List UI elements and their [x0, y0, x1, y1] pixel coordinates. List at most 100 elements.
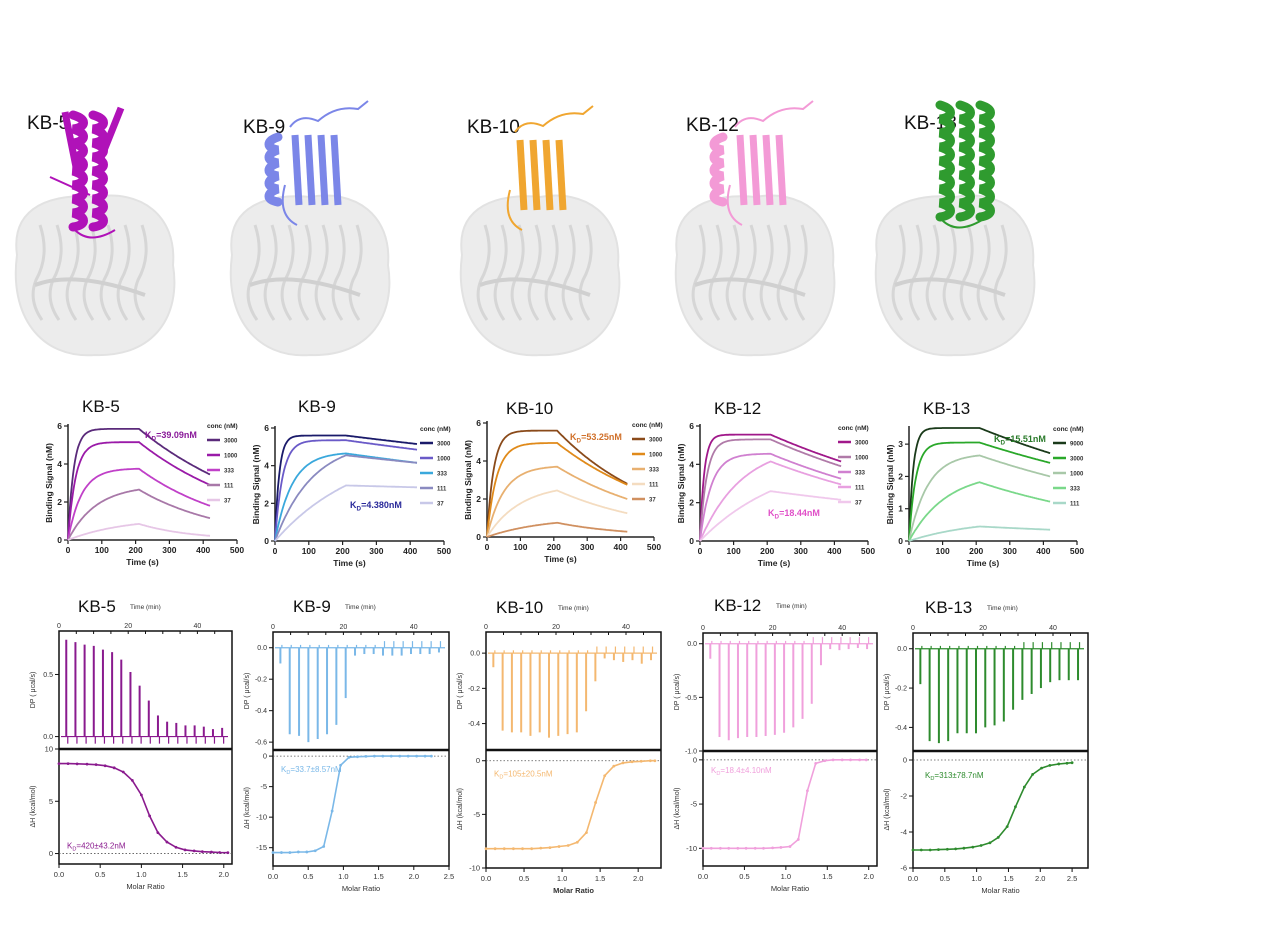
sensorgram-1000 — [908, 454, 1051, 542]
isotherm-point — [937, 848, 940, 852]
isotherm-point — [280, 851, 283, 854]
dp-tick-label: -0.2 — [255, 677, 267, 684]
y-tick-label: 6 — [57, 421, 62, 431]
isotherm-point — [1014, 805, 1017, 809]
isotherm-point — [1070, 761, 1074, 765]
x-tick-label: 500 — [437, 546, 451, 556]
isotherm-point — [183, 848, 187, 852]
isotherm-point — [406, 754, 410, 758]
helix — [88, 110, 108, 232]
dp-axis-label: DP ( μcal/s) — [884, 674, 891, 711]
legend: conc (nM) 3000 1000 333 111 37 — [420, 426, 451, 508]
isotherm-point — [1031, 773, 1035, 776]
isotherm-point — [864, 758, 868, 762]
legend-title: conc (nM) — [1053, 426, 1084, 433]
dh-axis-label: ΔH (kcal/mol) — [674, 787, 681, 829]
isotherm-point — [594, 801, 597, 804]
dp-tick-label: -0.5 — [685, 695, 697, 702]
dp-tick-label: 0.0 — [470, 651, 480, 658]
ratio-tick-label: 0.0 — [268, 872, 278, 881]
bli-chart-kb-13: KB-13 0 100 200 300 400 500 0 1 2 3 Time (s) Binding… — [885, 399, 1084, 568]
isotherm-point — [85, 762, 89, 766]
chart-title: KB-9 — [293, 597, 331, 616]
sensorgram-37 — [274, 484, 417, 542]
y-tick-label: 0 — [264, 536, 269, 546]
beta-strand — [304, 134, 316, 206]
isotherm-point — [121, 770, 125, 774]
time-tick-label: 20 — [340, 624, 348, 631]
legend-label: 9000 — [1070, 442, 1084, 448]
x-tick-label: 0 — [907, 546, 912, 556]
time-tick-label: 40 — [410, 624, 418, 631]
itc-chart-kb-13: KB-13 Time (min) 0 20 40 0.0 -0.2 -0.4 DP ( μcal… — [884, 598, 1089, 895]
x-tick-label: 500 — [1070, 546, 1084, 556]
ratio-tick-label: 0.5 — [940, 874, 950, 883]
x-tick-label: 100 — [513, 542, 527, 552]
binder-cartoon — [935, 100, 995, 229]
isotherm-point — [996, 836, 1000, 839]
isotherm-point — [806, 789, 809, 793]
target-strand — [249, 277, 361, 297]
sensorgram-3000 — [486, 429, 628, 538]
legend-label: 37 — [224, 499, 231, 505]
target-strand — [476, 224, 491, 321]
y-tick-label: 0 — [689, 536, 694, 546]
isotherm-point — [823, 759, 827, 763]
dp-tick-label: 0.5 — [43, 672, 53, 679]
dh-axis-label: ΔH (kcal/mol) — [457, 788, 464, 830]
time-tick-label: 20 — [124, 623, 132, 630]
isotherm-point — [612, 764, 616, 768]
y-axis-label: Binding Signal (nM) — [44, 443, 54, 523]
sensorgram-3000 — [908, 441, 1051, 542]
y-tick-label: 2 — [57, 497, 62, 507]
dp-axis-label: DP ( μcal/s) — [674, 674, 681, 711]
legend-label: 3000 — [855, 441, 869, 447]
dp-tick-label: -0.4 — [255, 708, 267, 715]
isotherm-point — [356, 755, 359, 759]
sensorgram-37 — [486, 521, 628, 538]
isotherm-point — [148, 814, 152, 818]
beta-strand — [762, 134, 774, 206]
y-tick-label: 6 — [264, 423, 269, 433]
legend-label: 333 — [855, 471, 866, 477]
y-axis-label: Binding Signal (nM) — [251, 444, 261, 524]
structure-kb-5 — [14, 106, 176, 357]
isotherm-point — [840, 758, 844, 762]
target-strand — [116, 224, 131, 321]
beta-strand — [291, 134, 303, 206]
legend: conc (nM) 9000 3000 1000 333 111 — [1053, 426, 1084, 508]
ratio-tick-label: 1.5 — [1003, 874, 1013, 883]
isotherm-point — [1005, 825, 1009, 828]
target-strand — [544, 224, 559, 321]
beta-strand — [516, 139, 528, 211]
y-tick-label: 0 — [898, 536, 903, 546]
isotherm-point — [94, 763, 98, 767]
isotherm-point — [423, 754, 427, 758]
isotherm-point — [979, 844, 983, 847]
ratio-tick-label: 2.0 — [1035, 874, 1045, 883]
y-tick-label: 0 — [476, 532, 481, 542]
isotherm-point — [701, 846, 705, 850]
chart-title: KB-10 — [506, 399, 553, 418]
time-tick-label: 20 — [552, 624, 560, 631]
itc-chart-kb-5: KB-5 Time (min) 0 20 40 0.0 0.5 DP ( μcal/s) 0.0… — [30, 597, 233, 891]
dp-tick-label: -0.6 — [255, 740, 267, 747]
sensorgram-3000 — [274, 434, 418, 542]
ratio-axis-label: Molar Ratio — [771, 884, 809, 893]
dh-tick-label: 10 — [45, 745, 53, 754]
legend-label: 3000 — [224, 439, 238, 445]
target-strand — [246, 224, 261, 321]
chart-title: KB-9 — [298, 397, 336, 416]
ratio-tick-label: 2.5 — [444, 872, 454, 881]
isotherm-point — [788, 845, 792, 848]
sensorgram-111 — [908, 525, 1051, 542]
isotherm-point — [288, 851, 292, 854]
x-tick-label: 500 — [861, 546, 875, 556]
dh-tick-label: -5 — [473, 810, 480, 819]
isotherm-point — [322, 845, 326, 848]
ratio-tick-label: 1.0 — [338, 872, 348, 881]
kd-annotation: KD=313±78.7nM — [925, 771, 984, 782]
isotherm-fit — [486, 759, 655, 850]
x-tick-label: 400 — [827, 546, 841, 556]
dh-tick-label: -10 — [686, 844, 697, 853]
